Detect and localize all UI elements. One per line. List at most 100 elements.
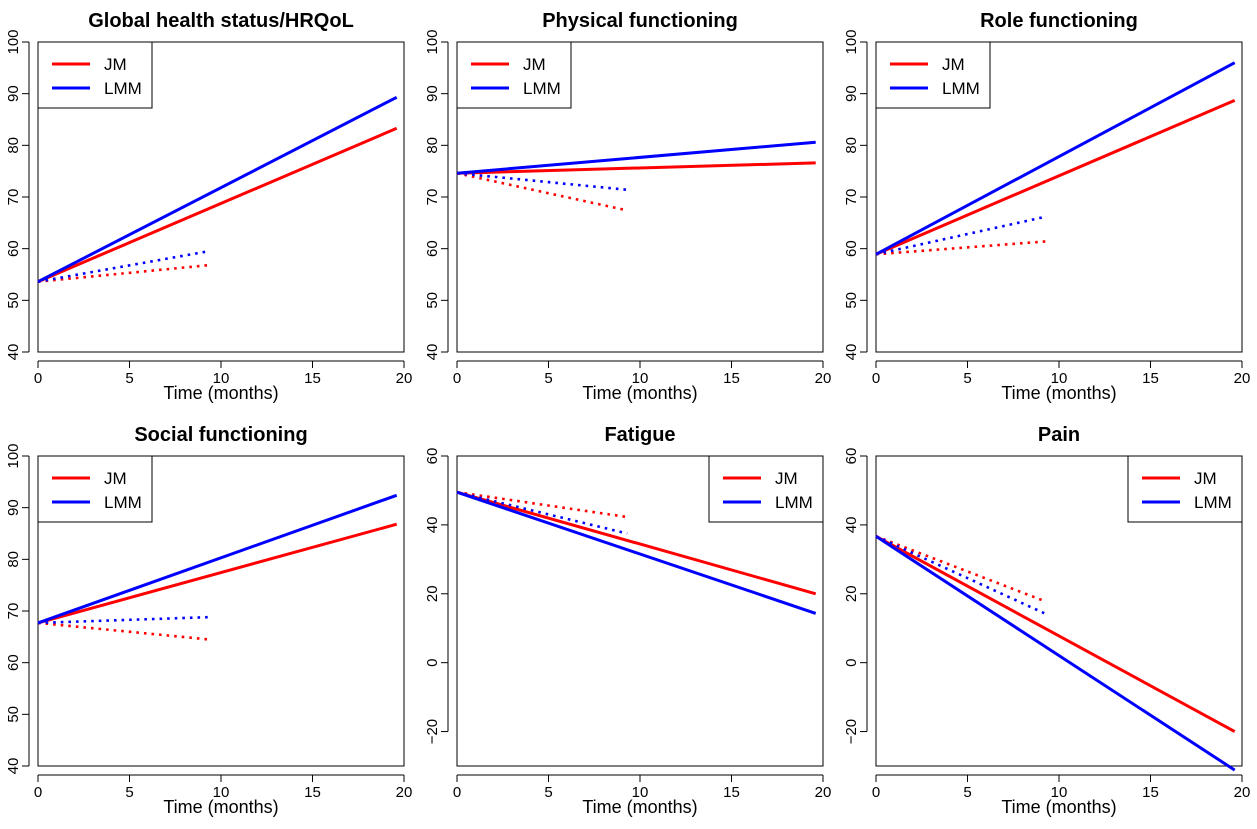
series-line-dotted-red	[456, 171, 628, 212]
legend-label-jm: JM	[775, 469, 798, 488]
series-line-dotted-blue	[875, 215, 1047, 256]
panel-social-functioning: Social functioning 0 5 10 15 20 Time (months) 4…	[0, 414, 419, 828]
plot-frame	[875, 455, 1243, 767]
y-tick-label: 60	[843, 240, 860, 257]
y-tick-label: 40	[843, 517, 860, 534]
plot-frame	[37, 41, 405, 353]
series-line-jm	[456, 490, 817, 596]
legend-label-jm: JM	[1194, 469, 1217, 488]
legend-label-lmm: LMM	[104, 79, 142, 98]
series-line-dotted-red	[456, 490, 628, 519]
legend-box	[708, 455, 824, 523]
series-line-lmm	[875, 535, 1236, 772]
y-tick-label: 100	[5, 443, 22, 468]
legend-box	[37, 41, 153, 109]
x-tick-label: 20	[396, 370, 413, 387]
x-axis-label: Time (months)	[1001, 797, 1116, 817]
chart-role-functioning: Role functioning 0 5 10 15 20 Time (months) 40 5…	[843, 10, 1251, 403]
chart-pain: Pain 0 5 10 15 20 Time (months) −20 0 20 40 60 JM LMM	[843, 424, 1251, 817]
y-tick-label: 20	[424, 585, 441, 602]
chart-physical-functioning: Physical functioning 0 5 10 15 20 Time (months…	[424, 10, 831, 403]
legend-label-lmm: LMM	[1194, 493, 1232, 512]
y-tick-label: 80	[424, 137, 441, 154]
y-tick-label: 70	[5, 189, 22, 206]
x-tick-label: 5	[125, 370, 133, 387]
x-tick-label: 20	[815, 784, 832, 801]
x-tick-label: 20	[1234, 370, 1251, 387]
x-tick-label: 10	[632, 784, 649, 801]
x-tick-label: 15	[723, 784, 740, 801]
y-tick-label: 60	[5, 654, 22, 671]
x-tick-label: 15	[723, 370, 740, 387]
y-tick-label: 40	[843, 344, 860, 361]
y-tick-label: 50	[5, 706, 22, 723]
chart-fatigue: Fatigue 0 5 10 15 20 Time (months) −20 0 20 40 60 JM…	[424, 424, 832, 817]
x-tick-label: 20	[396, 784, 413, 801]
series-line-dotted-red	[875, 240, 1047, 256]
x-tick-label: 5	[963, 370, 971, 387]
y-tick-label: 70	[424, 189, 441, 206]
y-tick-label: 90	[5, 499, 22, 516]
legend-label-jm: JM	[104, 55, 127, 74]
series-line-jm	[875, 534, 1236, 733]
y-tick-label: −20	[843, 719, 860, 744]
plot-frame	[37, 455, 405, 767]
x-axis-label: Time (months)	[163, 797, 278, 817]
y-tick-label: 90	[843, 85, 860, 102]
series-line-dotted-red	[37, 621, 209, 641]
y-tick-label: 20	[843, 585, 860, 602]
x-tick-label: 10	[1051, 370, 1068, 387]
y-tick-label: 90	[5, 85, 22, 102]
legend-label-lmm: LMM	[104, 493, 142, 512]
x-tick-label: 10	[1051, 784, 1068, 801]
series-line-dotted-blue	[37, 615, 209, 625]
y-tick-label: 80	[843, 137, 860, 154]
plot-frame	[875, 41, 1243, 353]
legend-box	[456, 41, 572, 109]
x-tick-label: 15	[1142, 784, 1159, 801]
y-tick-label: 60	[5, 240, 22, 257]
y-tick-label: 100	[5, 29, 22, 54]
plot-frame	[456, 455, 824, 767]
legend-label-lmm: LMM	[523, 79, 561, 98]
panel-role-functioning: Role functioning 0 5 10 15 20 Time (months) 40 5…	[838, 0, 1257, 414]
chart-title: Social functioning	[134, 424, 307, 446]
y-tick-label: 100	[843, 29, 860, 54]
series-line-lmm	[37, 493, 398, 625]
x-tick-label: 0	[453, 370, 461, 387]
y-tick-label: 60	[424, 448, 441, 465]
y-tick-label: 90	[424, 85, 441, 102]
legend-label-lmm: LMM	[942, 79, 980, 98]
y-tick-label: 60	[424, 240, 441, 257]
series-line-lmm	[456, 140, 816, 175]
legend-label-jm: JM	[104, 469, 127, 488]
x-axis-label: Time (months)	[582, 797, 697, 817]
x-tick-label: 5	[963, 784, 971, 801]
legend-box	[1127, 455, 1243, 523]
panel-fatigue: Fatigue 0 5 10 15 20 Time (months) −20 0 20 40 60 JM…	[419, 414, 838, 828]
legend-box	[875, 41, 991, 109]
x-tick-label: 0	[34, 370, 42, 387]
chart-global-health: Global health status/HRQoL 0 5 10 15 20 Time (…	[5, 10, 413, 403]
y-tick-label: 40	[5, 758, 22, 775]
x-tick-label: 5	[125, 784, 133, 801]
x-axis-label: Time (months)	[582, 383, 697, 403]
series-line-jm	[875, 99, 1236, 256]
y-tick-label: 50	[843, 292, 860, 309]
x-tick-label: 10	[213, 784, 230, 801]
y-tick-label: 70	[843, 189, 860, 206]
x-tick-label: 15	[304, 370, 321, 387]
series-line-jm	[456, 161, 816, 175]
y-tick-label: 0	[424, 658, 441, 666]
x-tick-label: 20	[1234, 784, 1251, 801]
y-tick-label: 0	[843, 658, 860, 666]
y-tick-label: 100	[424, 29, 441, 54]
x-tick-label: 0	[872, 370, 880, 387]
legend-box	[37, 455, 153, 523]
series-line-dotted-blue	[456, 490, 628, 535]
y-tick-label: 50	[424, 292, 441, 309]
chart-title: Fatigue	[604, 424, 675, 446]
chart-title: Pain	[1038, 424, 1080, 446]
legend-label-jm: JM	[942, 55, 965, 74]
